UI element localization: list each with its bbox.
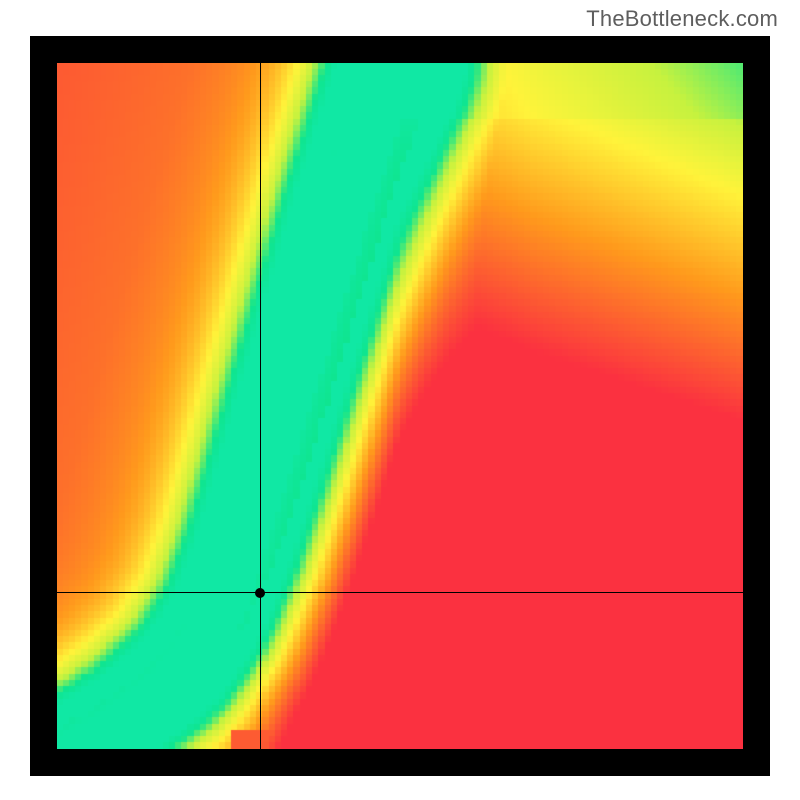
crosshair-vertical bbox=[260, 63, 261, 749]
bottleneck-heatmap bbox=[57, 63, 743, 749]
selection-marker bbox=[255, 588, 265, 598]
attribution-text: TheBottleneck.com bbox=[586, 6, 778, 32]
crosshair-horizontal bbox=[57, 592, 743, 593]
